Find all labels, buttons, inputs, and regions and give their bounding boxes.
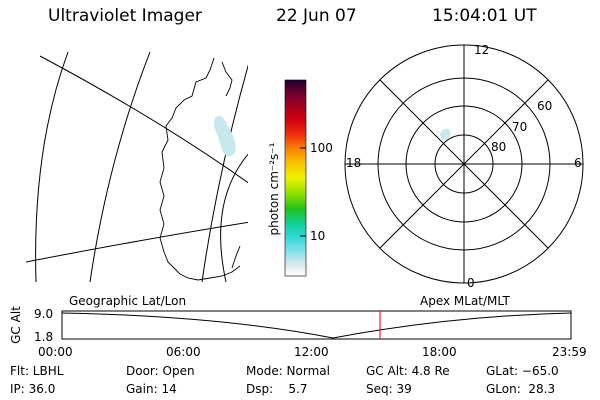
status-flt: Flt: LBHL xyxy=(10,364,64,378)
status-door: Door: Open xyxy=(126,364,195,378)
coastline xyxy=(231,245,241,269)
x-tick-0000: 00:00 xyxy=(38,345,73,359)
lat-label-70: 70 xyxy=(512,120,528,134)
aurora-patches-polar xyxy=(440,128,451,140)
timeline-left-label: Geographic Lat/Lon xyxy=(69,294,187,308)
parallel-line xyxy=(26,221,248,263)
color-bar xyxy=(284,79,307,277)
coastline xyxy=(221,61,233,97)
colorbar-tick-10: 10 xyxy=(310,229,326,243)
meridian-line xyxy=(35,52,69,282)
aurora-patch xyxy=(440,128,451,140)
mlt-label-6: 6 xyxy=(574,156,582,170)
geographic-map xyxy=(26,52,248,282)
status-seq: Seq: 39 xyxy=(366,382,412,396)
timeline-axis-title: GC Alt xyxy=(9,306,23,344)
time-label: 15:04:01 UT xyxy=(432,6,537,26)
date-label: 22 Jun 07 xyxy=(276,6,357,26)
mlt-label-18: 18 xyxy=(346,156,362,170)
status-glat: GLat: −65.0 xyxy=(486,364,559,378)
x-tick-0600: 06:00 xyxy=(166,345,201,359)
status-gain: Gain: 14 xyxy=(126,382,177,396)
x-tick-2359: 23:59 xyxy=(552,345,587,359)
aurora-patches-map xyxy=(214,115,236,157)
y-tick-9: 9.0 xyxy=(34,307,54,321)
meridian-line xyxy=(201,64,248,282)
mlt-label-0: 0 xyxy=(467,276,475,290)
status-glon: GLon: 28.3 xyxy=(486,382,556,396)
colorbar-unit-label: photon cm⁻²s⁻¹ xyxy=(267,142,281,236)
status-gc-alt: GC Alt: 4.8 Re xyxy=(366,364,450,378)
mlt-diagonal xyxy=(379,79,549,249)
meridian-line xyxy=(220,153,248,282)
y-tick-1-8: 1.8 xyxy=(34,330,54,344)
timeline-right-label: Apex MLat/MLT xyxy=(420,294,510,308)
mlt-label-12: 12 xyxy=(474,43,490,57)
lat-label-60: 60 xyxy=(537,99,553,113)
polar-plot xyxy=(344,44,584,284)
aurora-patch xyxy=(214,115,236,157)
meridian-line xyxy=(89,52,151,282)
status-ip: IP: 36.0 xyxy=(10,382,56,396)
coastline xyxy=(159,57,241,281)
status-mode: Mode: Normal xyxy=(246,364,330,378)
parallel-line xyxy=(39,55,248,184)
x-tick-1800: 18:00 xyxy=(422,345,457,359)
x-tick-1200: 12:00 xyxy=(294,345,329,359)
colorbar-tick-100: 100 xyxy=(310,141,333,155)
instrument-title: Ultraviolet Imager xyxy=(48,6,202,26)
lat-label-80: 80 xyxy=(491,140,507,154)
altitude-curve xyxy=(61,312,572,339)
altitude-timeline xyxy=(61,310,572,340)
status-dsp: Dsp: 5.7 xyxy=(246,382,308,396)
